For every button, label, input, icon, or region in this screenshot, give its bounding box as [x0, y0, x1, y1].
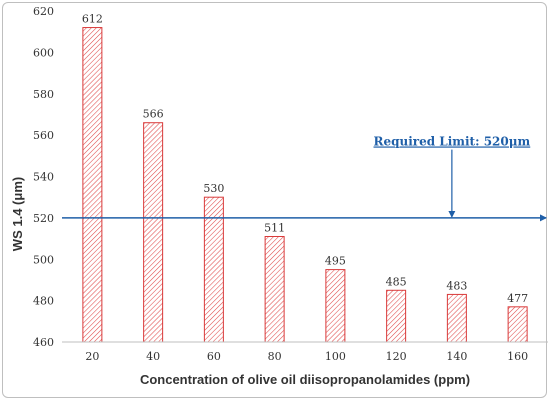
x-axis-ticks: 20 40 60 80 100 120 140 160 [85, 350, 528, 363]
y-tick-label: 560 [33, 129, 54, 142]
bar [82, 27, 103, 343]
data-label: 483 [446, 279, 467, 292]
x-tick-label: 80 [268, 350, 282, 363]
reference-line-label: Required Limit: 520μm [374, 134, 531, 148]
data-label: 566 [143, 108, 164, 121]
bar [386, 289, 407, 343]
x-tick-label: 100 [325, 350, 346, 363]
x-axis-title: Concentration of olive oil diisopropanol… [140, 372, 470, 387]
y-tick-label: 540 [33, 171, 54, 184]
x-tick-label: 20 [85, 350, 99, 363]
bar [446, 293, 467, 343]
y-tick-label: 600 [33, 46, 54, 59]
data-label: 511 [264, 221, 285, 234]
x-tick-label: 140 [446, 350, 467, 363]
x-tick-label: 40 [146, 350, 160, 363]
data-label: 495 [325, 255, 346, 268]
data-label: 477 [507, 292, 528, 305]
bar [203, 196, 224, 343]
bar [325, 269, 346, 343]
x-tick-label: 160 [507, 350, 528, 363]
bar [507, 306, 528, 343]
x-tick-label: 60 [207, 350, 221, 363]
y-tick-label: 580 [33, 88, 54, 101]
x-tick-label: 120 [386, 350, 407, 363]
data-label: 530 [203, 182, 224, 195]
data-label: 485 [386, 275, 407, 288]
y-tick-label: 460 [33, 336, 54, 349]
y-axis-ticks: 460 480 500 520 540 560 580 600 620 [33, 5, 54, 349]
bar [264, 235, 285, 343]
bar [143, 122, 164, 343]
y-axis-title: WS 1.4 (μm) [10, 177, 25, 251]
bars [82, 27, 528, 343]
y-tick-label: 620 [33, 5, 54, 18]
y-tick-label: 480 [33, 295, 54, 308]
data-labels: 612 566 530 511 495 485 483 477 [82, 13, 528, 305]
data-label: 612 [82, 13, 103, 26]
y-tick-label: 500 [33, 253, 54, 266]
y-tick-label: 520 [33, 212, 54, 225]
